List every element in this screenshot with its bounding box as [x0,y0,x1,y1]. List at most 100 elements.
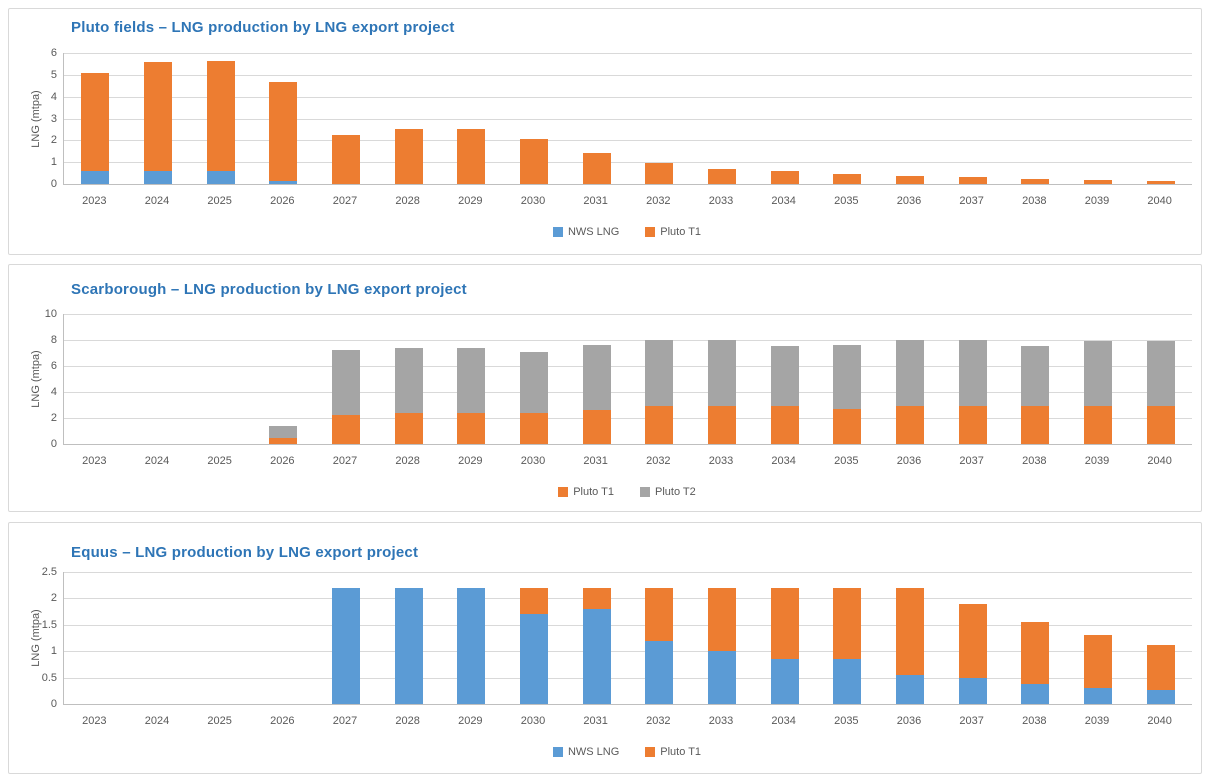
y-axis-title: LNG (mtpa) [30,350,42,408]
x-tick-label: 2033 [708,195,734,207]
y-tick-label: 1.5 [41,618,57,631]
chart-panel-pluto-fields: Pluto fields – LNG production by LNG exp… [8,8,1202,255]
bar-segment-pluto-t1 [269,82,298,181]
x-tick-label: 2036 [896,715,922,727]
bar-segment-pluto-t1 [958,603,987,678]
bar-segment-pluto-t1 [896,406,924,444]
x-tick-label: 2024 [144,715,170,727]
bar-segment-pluto-t1 [394,412,423,444]
legend-item-pluto-t1: Pluto T1 [645,226,701,238]
y-tick-label: 2 [50,412,57,424]
x-tick-label: 2038 [1022,715,1047,727]
bar-segment-pluto-t1 [1146,644,1175,690]
y-tick-label: 1 [50,645,57,658]
bar-segment-pluto-t1 [269,438,298,444]
bar-segment-nws-lng [582,608,611,704]
bar-segment-pluto-t1 [582,410,611,444]
chart-panel-equus: Equus – LNG production by LNG export pro… [8,522,1202,774]
x-tick-label: 2023 [82,455,107,467]
x-tick-label: 2039 [1084,195,1110,207]
y-tick-label: 0 [50,698,57,710]
x-tick-label: 2029 [458,715,483,727]
bar-segment-pluto-t1 [144,61,172,171]
bar-segment-nws-lng [81,170,110,184]
x-tick-label: 2028 [395,455,420,467]
x-tick-label: 2023 [82,715,107,727]
bar-segment-pluto-t2 [1021,345,1050,407]
bar-segment-pluto-t1 [1146,181,1175,184]
bar-segment-pluto-t1 [457,129,486,184]
chart-panel-scarborough: Scarborough – LNG production by LNG expo… [8,264,1202,512]
bar-segment-pluto-t1 [520,587,548,615]
bar-segment-pluto-t1 [833,408,862,444]
x-tick-label: 2035 [834,455,859,467]
x-tick-label: 2036 [896,455,922,467]
bar-segment-nws-lng [645,640,674,704]
bar-segment-pluto-t1 [582,153,611,184]
legend: NWS LNG Pluto T1 [63,226,1191,238]
bar-segment-nws-lng [206,170,235,184]
bar-segment-nws-lng [708,651,736,704]
bar-segment-nws-lng [332,587,360,704]
bar-segment-pluto-t1 [645,406,674,444]
bar-segment-pluto-t1 [645,587,674,641]
x-tick-label: 2040 [1147,195,1172,207]
gridline [64,624,1192,626]
legend: Pluto T1 Pluto T2 [63,486,1191,498]
x-tick-label: 2025 [207,195,232,207]
y-tick-label: 0 [50,178,57,190]
bar-segment-pluto-t1 [457,412,486,444]
y-tick-label: 8 [50,334,57,346]
bar-segment-pluto-t2 [833,345,862,409]
x-tick-label: 2027 [332,715,358,727]
x-tick-label: 2024 [144,195,170,207]
x-tick-label: 2037 [959,455,984,467]
bar-segment-pluto-t1 [1084,635,1112,689]
x-tick-label: 2031 [583,715,608,727]
x-tick-label: 2030 [520,455,546,467]
legend-item-pluto-t1: Pluto T1 [558,486,614,498]
bar-segment-pluto-t2 [582,345,611,411]
y-tick-label: 5 [50,68,57,81]
y-tick-label: 10 [44,308,57,320]
bar-segment-pluto-t2 [708,340,736,407]
gridline [64,340,1192,341]
legend-item-pluto-t2: Pluto T2 [640,486,696,498]
chart-title-equus: Equus – LNG production by LNG export pro… [71,544,419,561]
bar-segment-pluto-t1 [896,587,924,675]
bar-segment-pluto-t1 [645,163,674,184]
x-tick-label: 2031 [583,455,608,467]
x-tick-label: 2033 [708,715,734,727]
x-tick-label: 2040 [1147,715,1172,727]
y-tick-label: 4 [50,386,57,398]
legend-item-nws-lng: NWS LNG [552,226,619,238]
bar-segment-pluto-t1 [770,406,799,444]
legend-item-pluto-t1: Pluto T1 [645,746,701,758]
y-tick-label: 1 [50,156,57,169]
x-tick-label: 2032 [646,715,671,727]
bar-segment-nws-lng [1021,683,1050,704]
bar-segment-pluto-t2 [958,340,987,407]
bar-segment-pluto-t1 [206,60,235,171]
legend: NWS LNG Pluto T1 [63,746,1191,758]
x-tick-label: 2029 [458,455,483,467]
bar-segment-pluto-t1 [394,129,423,184]
gridline [64,598,1192,600]
bar-segment-nws-lng [520,614,548,704]
bar-segment-pluto-t1 [896,176,924,184]
gridline [64,74,1192,76]
bar-segment-nws-lng [394,587,423,704]
plot-area [63,314,1192,445]
bar-segment-pluto-t2 [645,340,674,407]
gridline [64,118,1192,120]
plot-area [63,572,1192,705]
bar-segment-pluto-t1 [708,587,736,652]
bar-segment-pluto-t1 [1021,179,1050,184]
gridline [64,314,1192,315]
bar-segment-pluto-t1 [1084,180,1112,184]
x-tick-label: 2030 [520,715,546,727]
gridline [64,572,1192,573]
legend-swatch-pluto-t1 [645,227,656,237]
x-tick-label: 2034 [771,455,796,467]
